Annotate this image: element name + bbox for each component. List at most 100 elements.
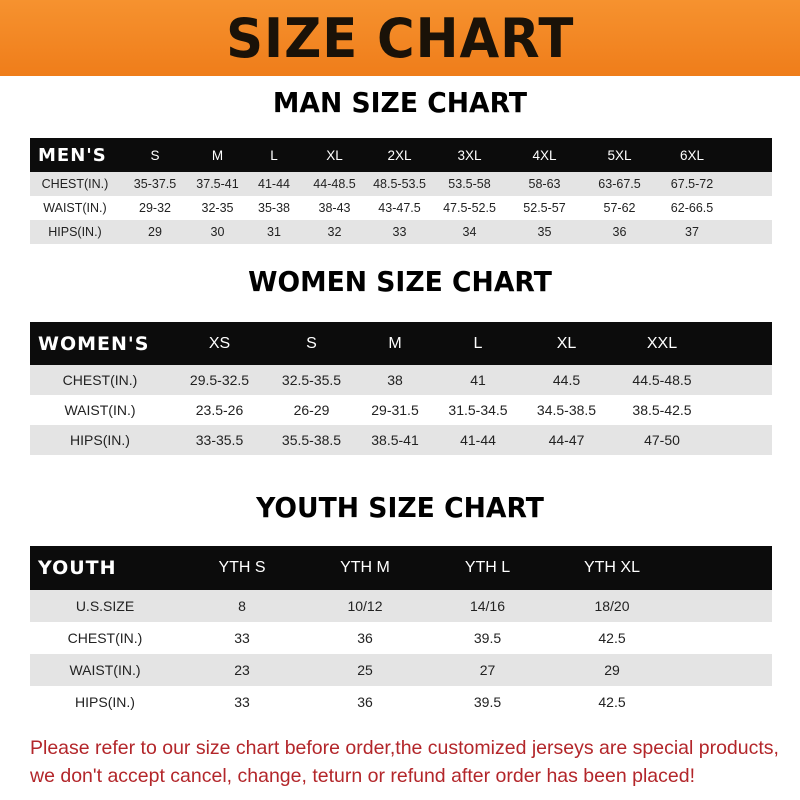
table-cell: 35 bbox=[537, 225, 552, 239]
size-header-cell: 6XL bbox=[679, 147, 705, 163]
size-header-cell: M bbox=[211, 147, 224, 163]
table-cell: 52.5-57 bbox=[523, 201, 566, 215]
size-header-cell: 4XL bbox=[532, 147, 557, 163]
notice-line-2: we don't accept cancel, change, teturn o… bbox=[30, 765, 695, 787]
measurement-label: HIPS(IN.) bbox=[75, 694, 135, 710]
table-cell: 23 bbox=[234, 662, 250, 678]
table-cell: 63-67.5 bbox=[598, 177, 641, 191]
table-cell: 41 bbox=[470, 372, 486, 388]
table-cell: 29-31.5 bbox=[371, 402, 419, 418]
table-cell: 44.5-48.5 bbox=[632, 372, 692, 388]
women-size-table: WOMEN'S XS S M L XL XXL CHEST(IN.) 29.5-32.5 32.5… bbox=[30, 322, 772, 455]
size-header-cell: YTH S bbox=[218, 559, 266, 576]
table-cell: 42.5 bbox=[598, 630, 626, 646]
table-cell: 34 bbox=[462, 225, 477, 239]
table-row: HIPS(IN.) 33 36 39.5 42.5 bbox=[30, 686, 772, 718]
table-cell: 31 bbox=[267, 225, 281, 239]
table-title-cell: MEN'S bbox=[38, 144, 107, 166]
table-cell: 25 bbox=[357, 662, 373, 678]
size-header-cell: 5XL bbox=[607, 147, 632, 163]
men-section-title: MAN SIZE CHART bbox=[272, 86, 528, 119]
table-cell: 36 bbox=[612, 225, 627, 239]
table-row: WAIST(IN.) 23.5-26 26-29 29-31.5 31.5-34.5 34… bbox=[30, 395, 772, 425]
table-cell: 44-47 bbox=[548, 432, 585, 448]
measurement-label: CHEST(IN.) bbox=[62, 372, 138, 388]
table-cell: 39.5 bbox=[473, 694, 502, 710]
table-cell: 47.5-52.5 bbox=[443, 201, 496, 215]
table-header-row: WOMEN'S XS S M L XL XXL bbox=[30, 322, 772, 365]
size-header-cell: S bbox=[306, 334, 317, 352]
table-cell: 32.5-35.5 bbox=[281, 372, 342, 388]
size-header-cell: 3XL bbox=[457, 147, 482, 163]
women-section-title: WOMEN SIZE CHART bbox=[248, 265, 552, 298]
table-cell: 26-29 bbox=[293, 402, 330, 418]
table-cell: 53.5-58 bbox=[448, 177, 491, 191]
table-cell: 48.5-53.5 bbox=[373, 177, 426, 191]
table-cell: 38 bbox=[387, 372, 403, 388]
table-cell: 42.5 bbox=[598, 694, 626, 710]
measurement-label: HIPS(IN.) bbox=[48, 225, 102, 239]
table-cell: 39.5 bbox=[473, 630, 502, 646]
table-cell: 58-63 bbox=[528, 177, 561, 191]
table-cell: 41-44 bbox=[460, 432, 496, 448]
table-cell: 62-66.5 bbox=[670, 201, 714, 215]
table-cell: 35-37.5 bbox=[133, 177, 177, 191]
table-row: CHEST(IN.) 33 36 39.5 42.5 bbox=[30, 622, 772, 654]
table-row: HIPS(IN.) 29 30 31 32 33 34 35 36 37 bbox=[30, 220, 772, 244]
table-header-row: YOUTH YTH S YTH M YTH L YTH XL bbox=[30, 546, 772, 590]
table-cell: 44-48.5 bbox=[313, 177, 356, 191]
table-cell: 14/16 bbox=[469, 598, 506, 614]
size-header-cell: S bbox=[150, 147, 160, 163]
table-row: WAIST(IN.) 29-32 32-35 35-38 38-43 43-47.5 47.… bbox=[30, 196, 772, 220]
size-header-cell: XXL bbox=[646, 334, 678, 352]
table-cell: 29.5-32.5 bbox=[189, 372, 250, 388]
banner-title: SIZE CHART bbox=[225, 6, 575, 70]
size-header-cell: XL bbox=[556, 334, 577, 352]
table-row: WAIST(IN.) 23 25 27 29 bbox=[30, 654, 772, 686]
table-cell: 34.5-38.5 bbox=[536, 402, 597, 418]
table-cell: 29-32 bbox=[139, 201, 171, 215]
table-cell: 31.5-34.5 bbox=[448, 402, 508, 418]
measurement-label: U.S.SIZE bbox=[75, 598, 135, 614]
table-cell: 38.5-41 bbox=[371, 432, 419, 448]
table-title-cell: WOMEN'S bbox=[38, 332, 150, 355]
measurement-label: WAIST(IN.) bbox=[64, 402, 136, 418]
table-cell: 38.5-42.5 bbox=[632, 402, 692, 418]
table-cell: 36 bbox=[357, 630, 373, 646]
youth-size-table: YOUTH YTH S YTH M YTH L YTH XL U.S.SIZE 8 10/12… bbox=[30, 546, 772, 718]
table-cell: 35.5-38.5 bbox=[281, 432, 342, 448]
measurement-label: CHEST(IN.) bbox=[41, 177, 109, 191]
table-header-row: MEN'S S M L XL 2XL 3XL 4XL 5XL 6XL bbox=[30, 138, 772, 172]
size-header-cell: YTH L bbox=[464, 559, 511, 576]
table-cell: 43-47.5 bbox=[378, 201, 421, 215]
size-header-cell: L bbox=[473, 334, 483, 352]
table-cell: 33 bbox=[392, 225, 407, 239]
size-header-cell: XL bbox=[326, 147, 343, 163]
table-cell: 30 bbox=[210, 225, 225, 239]
measurement-label: HIPS(IN.) bbox=[70, 432, 130, 448]
size-header-cell: YTH XL bbox=[583, 559, 640, 576]
measurement-label: WAIST(IN.) bbox=[43, 201, 107, 215]
table-cell: 35-38 bbox=[258, 201, 290, 215]
table-cell: 41-44 bbox=[258, 177, 290, 191]
table-row: CHEST(IN.) 29.5-32.5 32.5-35.5 38 41 44.5 44.5… bbox=[30, 365, 772, 395]
table-cell: 33 bbox=[234, 630, 250, 646]
table-cell: 32 bbox=[327, 225, 342, 239]
table-cell: 33 bbox=[234, 694, 250, 710]
table-cell: 29 bbox=[604, 662, 620, 678]
size-header-cell: M bbox=[388, 334, 402, 352]
notice-line-1: Please refer to our size chart before or… bbox=[30, 737, 779, 759]
table-cell: 37 bbox=[685, 225, 699, 239]
size-header-cell: YTH M bbox=[340, 559, 390, 576]
table-row: U.S.SIZE 8 10/12 14/16 18/20 bbox=[30, 590, 772, 622]
size-header-cell: XS bbox=[208, 334, 231, 352]
table-cell: 38-43 bbox=[318, 201, 351, 215]
table-cell: 27 bbox=[479, 662, 496, 678]
table-row: CHEST(IN.) 35-37.5 37.5-41 41-44 44-48.5 48.5… bbox=[30, 172, 772, 196]
table-cell: 57-62 bbox=[603, 201, 636, 215]
table-cell: 44.5 bbox=[552, 372, 581, 388]
size-chart-banner: SIZE CHART bbox=[0, 0, 800, 76]
table-cell: 18/20 bbox=[594, 598, 630, 614]
table-cell: 10/12 bbox=[347, 598, 383, 614]
table-cell: 36 bbox=[357, 694, 373, 710]
